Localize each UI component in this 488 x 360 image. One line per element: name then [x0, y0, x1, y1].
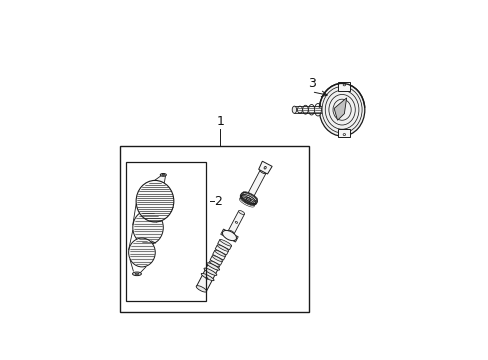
Polygon shape [215, 245, 228, 255]
Ellipse shape [319, 84, 364, 136]
Ellipse shape [209, 261, 219, 267]
Bar [338, 129, 350, 137]
Ellipse shape [238, 211, 244, 215]
Ellipse shape [136, 180, 173, 222]
Ellipse shape [132, 272, 141, 276]
Ellipse shape [292, 106, 296, 113]
Ellipse shape [222, 230, 236, 240]
Polygon shape [210, 256, 222, 265]
Polygon shape [153, 176, 165, 183]
Polygon shape [220, 229, 225, 235]
Bar [338, 82, 350, 91]
Polygon shape [196, 264, 218, 292]
Polygon shape [246, 170, 265, 199]
Ellipse shape [314, 103, 321, 116]
Ellipse shape [240, 194, 256, 205]
Ellipse shape [228, 230, 234, 234]
Ellipse shape [160, 174, 166, 176]
Ellipse shape [214, 250, 225, 256]
Polygon shape [212, 251, 225, 260]
Ellipse shape [196, 285, 206, 292]
Ellipse shape [241, 193, 257, 204]
Ellipse shape [217, 245, 228, 251]
Ellipse shape [206, 263, 219, 270]
Text: 2: 2 [214, 195, 222, 208]
Ellipse shape [203, 268, 216, 275]
Polygon shape [233, 236, 238, 242]
Ellipse shape [162, 174, 164, 175]
Ellipse shape [308, 104, 314, 115]
Polygon shape [228, 211, 244, 234]
Ellipse shape [201, 273, 214, 281]
Ellipse shape [128, 238, 155, 267]
Ellipse shape [297, 106, 302, 113]
Ellipse shape [245, 197, 250, 201]
Ellipse shape [260, 170, 265, 174]
Polygon shape [258, 161, 272, 174]
Text: 3: 3 [307, 77, 315, 90]
Polygon shape [207, 261, 219, 270]
Ellipse shape [302, 105, 307, 114]
Text: 1: 1 [216, 115, 224, 128]
Ellipse shape [135, 273, 139, 275]
Bar [125, 162, 206, 301]
Ellipse shape [133, 210, 163, 245]
Ellipse shape [219, 239, 231, 246]
Polygon shape [217, 240, 231, 250]
Polygon shape [333, 98, 346, 120]
Bar [120, 146, 308, 312]
Ellipse shape [212, 256, 222, 262]
